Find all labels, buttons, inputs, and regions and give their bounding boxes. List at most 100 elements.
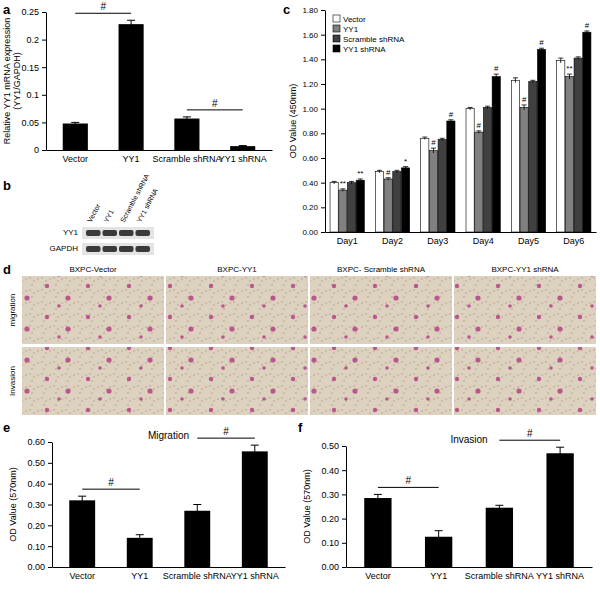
y-tick: 0.30 [321, 490, 346, 500]
bar [447, 121, 455, 232]
y-tick-label: 0.50 [321, 441, 339, 451]
panel-label: b [3, 178, 11, 193]
error-bar-stem [515, 78, 516, 83]
error-bar-stem [254, 445, 255, 458]
bar [242, 451, 268, 567]
error-bar-cap [136, 534, 144, 535]
blot-band [86, 246, 101, 252]
x-tick: YY1 [123, 150, 140, 164]
x-tick-label: YY1 [430, 571, 447, 581]
y-tick-mark [42, 67, 46, 68]
y-tick-mark [321, 59, 325, 60]
y-tick-label: 0 [34, 145, 39, 155]
x-tick-label: Vector [63, 154, 89, 164]
y-tick: 1.40 [302, 55, 325, 64]
blot-band [119, 230, 134, 236]
bar [230, 146, 255, 150]
x-tick-label: Day2 [382, 236, 403, 246]
significance-bracket [82, 489, 140, 490]
panel-label: a [3, 2, 11, 17]
x-tick-label: Day4 [473, 236, 494, 246]
column-label: BXPC- Scramble shRNA [337, 265, 426, 274]
error-bar-cap [183, 116, 191, 117]
y-tick-mark [321, 35, 325, 36]
y-tick-label: 0.30 [27, 500, 45, 510]
error-bar [239, 146, 247, 147]
significance-bracket [187, 109, 243, 110]
error-bar-stem [560, 447, 561, 459]
y-tick-label: 0.00 [321, 562, 339, 572]
micrograph-cells [310, 276, 452, 344]
error-bar-cap [435, 530, 443, 531]
y-tick-label: 0.05 [21, 118, 39, 128]
bar [475, 132, 483, 232]
legend-swatch [333, 35, 340, 42]
error-bar-cap [567, 74, 572, 75]
y-tick-label: 0.80 [302, 129, 318, 138]
chart-title: Invasion [450, 434, 487, 445]
error-bar-cap [193, 504, 201, 505]
y-tick: 1.80 [302, 6, 325, 15]
error-bar-stem [438, 531, 439, 543]
micrograph [22, 276, 164, 344]
error-bar-stem [569, 74, 570, 79]
error-bar-cap [403, 166, 408, 167]
micrograph [454, 276, 596, 344]
y-tick-mark [342, 446, 346, 447]
y-tick: 0.30 [27, 500, 52, 510]
error-bar [374, 494, 382, 501]
bar [421, 138, 429, 232]
y-tick-mark [321, 183, 325, 184]
bar [511, 80, 519, 232]
y-axis-title: OD Value (570nm) [8, 467, 18, 541]
y-tick-label: 0.30 [321, 490, 339, 500]
y-tick-mark [321, 207, 325, 208]
blot-band [86, 230, 101, 236]
x-tick: Vector [63, 150, 89, 164]
bar [174, 119, 199, 150]
y-tick-mark [321, 84, 325, 85]
panel-label: f [298, 420, 303, 435]
significance-label: # [405, 475, 411, 486]
error-bar [556, 447, 564, 459]
error-bar-stem [131, 20, 132, 28]
error-bar-cap [251, 445, 259, 446]
y-tick-label: 0.10 [27, 542, 45, 552]
blot-strip [82, 243, 154, 255]
x-tick-label: Vector [69, 571, 95, 581]
significance-label: # [522, 95, 527, 104]
bar [557, 61, 565, 232]
micrograph-cells [22, 347, 164, 415]
error-bar-cap [468, 107, 473, 108]
error-bar-cap [183, 120, 191, 121]
error-bar-cap [556, 447, 564, 448]
bar [63, 124, 88, 150]
significance-label: # [477, 121, 482, 130]
y-tick-label: 0.60 [27, 437, 45, 447]
error-bar-cap [78, 496, 86, 497]
y-axis-line [52, 443, 53, 568]
y-axis-title: Relative YY1 mRNA expression [2, 18, 12, 144]
error-bar [127, 20, 135, 28]
y-tick: 0.40 [321, 466, 346, 476]
blot-strip [82, 227, 154, 239]
bar [339, 190, 347, 232]
y-tick-label: 1.80 [302, 6, 318, 15]
legend-label: YY1 [343, 25, 359, 34]
bar [384, 179, 392, 232]
western-blot: bVectorYY1Scramble shRNAYY1 shRNAYY1GAPD… [3, 172, 159, 255]
legend-swatch [333, 15, 340, 22]
y-tick-label: 0.20 [302, 203, 318, 212]
series [347, 57, 582, 232]
y-tick-mark [342, 567, 346, 568]
y-tick: 0.10 [321, 538, 346, 548]
bar [583, 32, 591, 232]
y-tick-mark [48, 505, 52, 506]
y-tick-label: 0.15 [21, 63, 39, 73]
legend-swatch [333, 45, 340, 52]
x-tick-label: YY1 shRNA [536, 571, 584, 581]
blot-band [135, 246, 150, 252]
y-tick: 0.2 [26, 35, 46, 45]
chart-e: eMigrationOD Value (570nm)0.000.100.200.… [3, 420, 286, 581]
x-tick-label: Vector [365, 571, 391, 581]
